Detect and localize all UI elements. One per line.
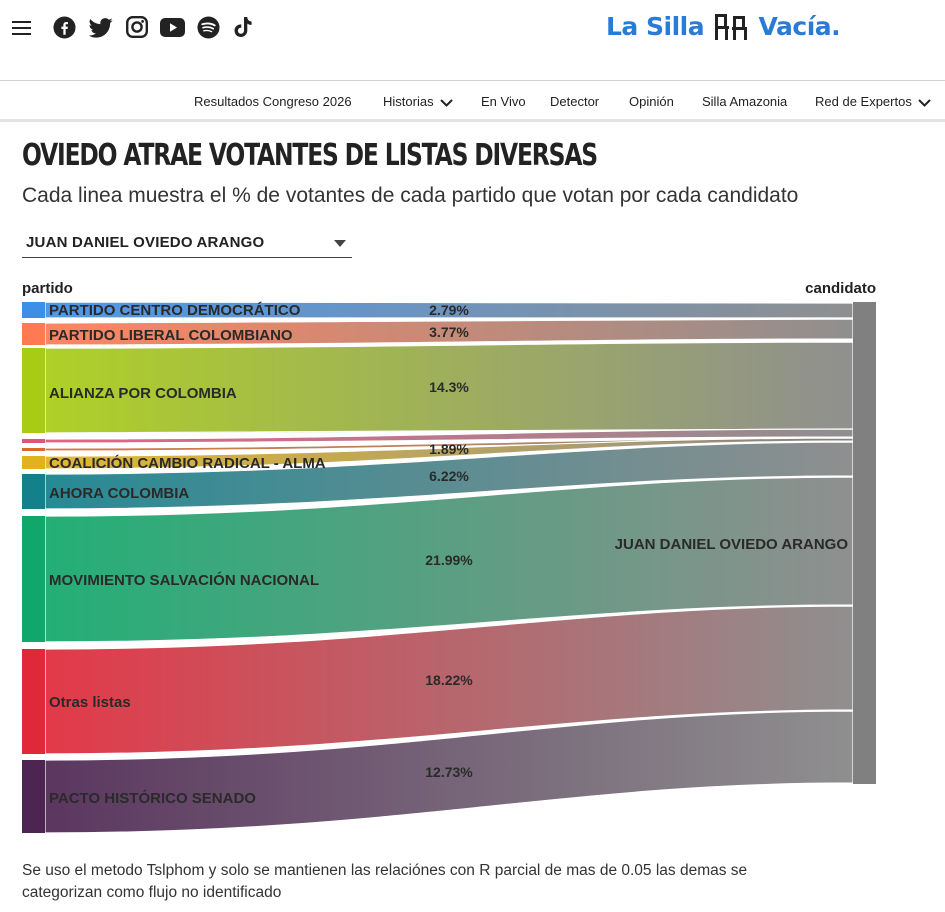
chairs-icon [715,14,748,40]
flow-value-label: 3.77% [429,324,469,340]
source-node [22,348,45,433]
source-label: COALICIÓN CAMBIO RADICAL - ALMA [49,454,326,472]
source-label: PARTIDO CENTRO DEMOCRÁTICO [49,302,301,319]
flow-value-label: 21.99% [425,552,473,568]
source-node [22,649,45,754]
flow-value-label: 2.79% [429,302,469,318]
site-logo[interactable]: La Silla Vacía. [606,10,841,42]
sankey-chart: partido candidato PARTIDO CENTRO DEMOCRÁTI… [22,280,876,834]
candidate-select-value: JUAN DANIEL OVIEDO ARANGO [26,234,265,251]
source-node [22,448,45,451]
nav-label: Detector [550,94,600,109]
nav-item-red-de-expertos[interactable]: Red de Expertos [815,94,931,109]
logo-text-right: Vacía. [758,11,841,41]
source-label: PACTO HISTÓRICO SENADO [49,789,256,807]
flow-value-label: 14.3% [429,379,469,395]
spotify-icon[interactable] [197,16,220,39]
flow-value-label: 18.22% [425,672,473,688]
chevron-down-icon [439,98,453,107]
nav-item-resultados[interactable]: Resultados Congreso 2026 [194,94,352,109]
target-node [853,302,876,784]
facebook-icon[interactable] [53,16,76,39]
nav-label: Historias [383,94,434,109]
tiktok-icon[interactable] [234,16,254,39]
source-label: AHORA COLOMBIA [49,485,189,502]
nav-item-detector[interactable]: Detector [550,94,599,109]
chart-subtitle: Cada linea muestra el % de votantes de c… [22,184,799,207]
nav-item-opinion[interactable]: Opinión [629,94,674,109]
nav-label: Resultados Congreso 2026 [194,94,352,109]
source-label: MOVIMIENTO SALVACIÓN NACIONAL [49,571,319,589]
left-axis-header: partido [22,280,73,297]
nav-item-silla-amazonia[interactable]: Silla Amazonia [702,94,787,109]
logo-text-left: La Silla [606,11,705,41]
source-label: PARTIDO LIBERAL COLOMBIANO [49,327,293,344]
site-header: La Silla Vacía. [0,0,945,81]
hamburger-menu-icon[interactable] [12,21,31,35]
chart-footnote: Se uso el metodo Tslphom y solo se manti… [22,862,748,901]
source-node [22,760,45,833]
nav-label: Opinión [629,94,674,109]
youtube-icon[interactable] [160,18,185,37]
nav-item-en-vivo[interactable]: En Vivo [481,94,526,109]
nav-label: Silla Amazonia [702,94,788,109]
dropdown-arrow-icon [334,240,346,247]
source-node [22,456,45,469]
nav-item-historias[interactable]: Historias [383,94,453,109]
chart-title: OVIEDO ATRAE VOTANTES DE LISTAS DIVERSAS [22,138,598,173]
source-node [22,302,45,318]
nav-label: En Vivo [481,94,526,109]
source-node [22,474,45,509]
source-label: Otras listas [49,694,131,711]
source-label: ALIANZA POR COLOMBIA [49,385,237,402]
target-label: JUAN DANIEL OVIEDO ARANGO [615,536,849,553]
source-node [22,439,45,443]
chevron-down-icon [918,98,931,107]
twitter-icon[interactable] [89,18,113,38]
main-nav: Resultados Congreso 2026 Historias En Vi… [0,81,945,122]
instagram-icon[interactable] [126,16,148,38]
flow-value-label: 1.89% [429,441,469,457]
flow-value-label: 12.73% [425,764,473,780]
right-axis-header: candidato [805,280,876,297]
source-node [22,516,45,642]
flow-value-label: 6.22% [429,468,469,484]
source-node [22,323,45,345]
candidate-select[interactable]: JUAN DANIEL OVIEDO ARANGO [22,230,352,258]
nav-label: Red de Expertos [815,94,912,109]
